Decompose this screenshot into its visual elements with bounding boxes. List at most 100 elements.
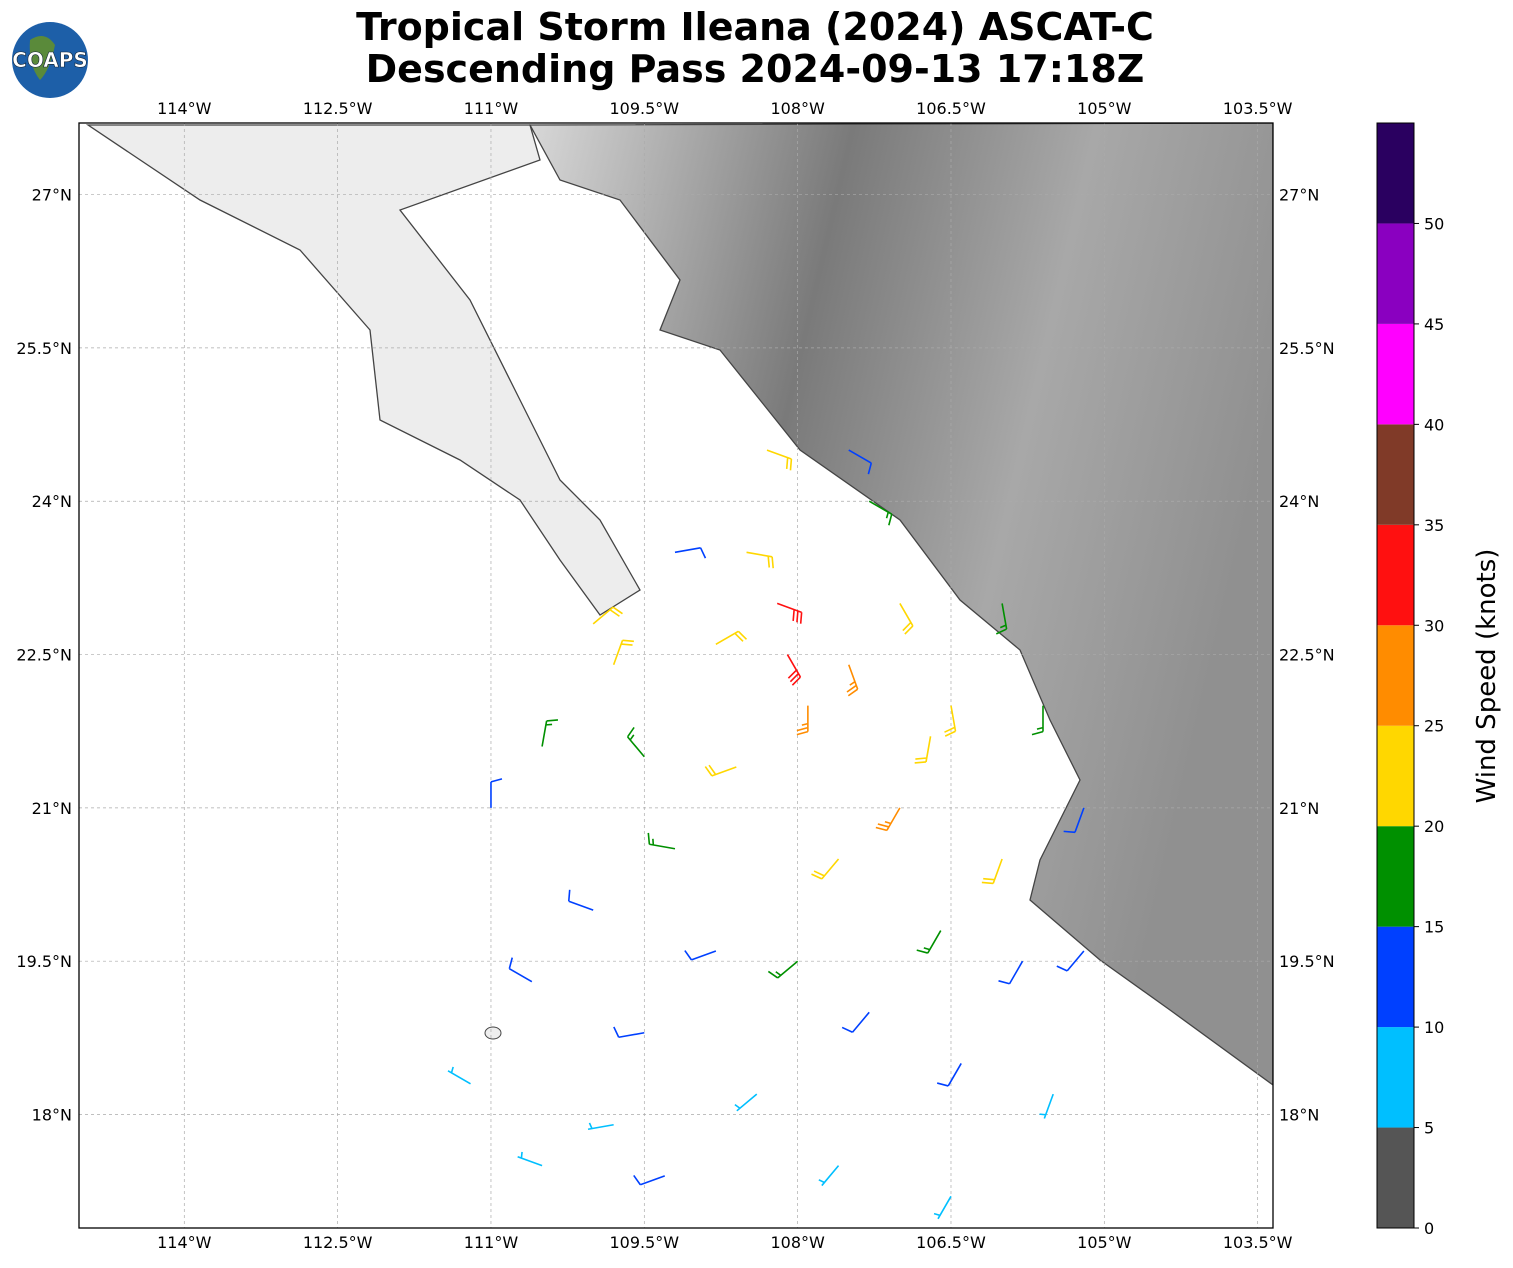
wind-barb (914, 736, 932, 764)
lat-tick-label: 27°N (1279, 186, 1319, 205)
lat-tick-label: 19.5°N (1279, 952, 1335, 971)
colorbar-tick-label: 40 (1424, 415, 1444, 434)
map-frame (78, 122, 1274, 1229)
wind-barb (704, 764, 737, 777)
wind-barb (447, 1066, 471, 1085)
wind-barb (841, 1011, 870, 1033)
lon-tick-label: 114°W (157, 1233, 212, 1252)
colorbar-tick-label: 25 (1424, 717, 1444, 736)
wind-barb (613, 1026, 645, 1039)
lat-tick-label: 22.5°N (1279, 646, 1335, 665)
baja-california (85, 124, 641, 616)
logo-text: COAPS (12, 48, 88, 72)
lon-tick-label: 114°W (157, 99, 212, 118)
wind-barb (786, 654, 802, 686)
colorbar-segment (1377, 323, 1414, 425)
lon-tick-label: 109.5°W (609, 99, 679, 118)
colorbar-tick-label: 10 (1424, 1018, 1444, 1037)
colorbar-segment (1377, 625, 1414, 726)
lat-tick-label: 24°N (32, 492, 72, 511)
lat-tick-label: 22.5°N (16, 646, 72, 665)
lat-tick-label: 25.5°N (1279, 339, 1335, 358)
wind-barb (936, 1063, 962, 1087)
wind-barb (811, 858, 840, 880)
lat-tick-label: 21°N (1279, 799, 1319, 818)
lon-tick-label: 111°W (464, 1233, 519, 1252)
wind-barb (587, 1122, 614, 1131)
lon-tick-label: 108°W (770, 1233, 825, 1252)
colorbar-tick-label: 5 (1424, 1119, 1434, 1138)
logo: COAPS (12, 22, 88, 98)
colorbar-tick-label: 20 (1424, 817, 1444, 836)
colorbar-segment (1377, 725, 1414, 827)
wind-barb (944, 705, 957, 737)
colorbar-frame (1376, 122, 1415, 1229)
colorbar-segment (1377, 524, 1414, 626)
lon-tick-label: 103.5°W (1223, 99, 1293, 118)
colorbar-segment (1377, 1027, 1414, 1128)
lat-tick-label: 18°N (1279, 1106, 1319, 1125)
basemap (79, 123, 1273, 1228)
lat-tick-label: 24°N (1279, 492, 1319, 511)
lon-tick-label: 105°W (1077, 99, 1132, 118)
lon-tick-label: 108°W (770, 99, 825, 118)
lon-tick-label: 106.5°W (916, 99, 986, 118)
logo-land (29, 36, 55, 80)
wind-barb (796, 705, 809, 736)
wind-barb (846, 664, 859, 697)
island (484, 1026, 502, 1040)
wind-barb (981, 858, 1003, 885)
lon-tick-label: 109.5°W (609, 1233, 679, 1252)
wind-barb (899, 603, 914, 635)
wind-barb (490, 778, 503, 808)
colorbar-segment (1377, 123, 1414, 224)
title: Tropical Storm Ileana (2024) ASCAT-C (356, 5, 1154, 49)
lat-tick-label: 27°N (32, 186, 72, 205)
wind-barb (684, 950, 717, 961)
lat-tick-label: 19.5°N (16, 952, 72, 971)
wind-barb (766, 449, 793, 471)
wind-barb (818, 1165, 840, 1187)
wind-barb (746, 551, 774, 569)
wind-barb (767, 960, 799, 979)
wind-barb (612, 639, 634, 666)
colorbar-label: Wind Speed (knots) (1472, 549, 1502, 804)
colorbar-segment (1377, 1127, 1414, 1228)
wind-barb (567, 889, 594, 911)
wind-barb (541, 719, 559, 747)
colorbar-segment (1377, 223, 1414, 324)
lon-tick-label: 112.5°W (303, 99, 373, 118)
wind-barb (1063, 807, 1085, 834)
colorbar-tick-label: 45 (1424, 315, 1444, 334)
lon-tick-label: 106.5°W (916, 1233, 986, 1252)
colorbar-segment (1377, 424, 1414, 525)
wind-barb (633, 1174, 666, 1186)
colorbar-segment (1377, 826, 1414, 927)
lat-tick-label: 18°N (32, 1106, 72, 1125)
wind-barb (776, 602, 803, 624)
wind-barb (995, 603, 1008, 635)
wind-barb (647, 832, 676, 850)
colorbar-tick-label: 15 (1424, 918, 1444, 937)
lon-tick-label: 103.5°W (1223, 1233, 1293, 1252)
colorbar-tick-label: 0 (1424, 1219, 1434, 1238)
lon-tick-label: 111°W (464, 99, 519, 118)
wind-barb (848, 449, 873, 475)
mainland-mexico (528, 123, 1273, 1086)
wind-barb (592, 606, 623, 625)
colorbar-tick-label: 30 (1424, 616, 1444, 635)
wind-barb (1056, 950, 1085, 972)
wind-barb (1039, 1093, 1054, 1119)
wind-barb (626, 727, 645, 758)
wind-barb (517, 1151, 543, 1167)
wind-barb (998, 960, 1024, 985)
subtitle: Descending Pass 2024-09-13 17:18Z (366, 47, 1145, 91)
wind-barb (916, 930, 942, 954)
wind-barb (868, 500, 893, 526)
wind-barb (875, 807, 901, 832)
colorbar-tick-label: 50 (1424, 214, 1444, 233)
wind-barb (933, 1195, 952, 1220)
lon-tick-label: 105°W (1077, 1233, 1132, 1252)
lat-tick-label: 21°N (32, 799, 72, 818)
